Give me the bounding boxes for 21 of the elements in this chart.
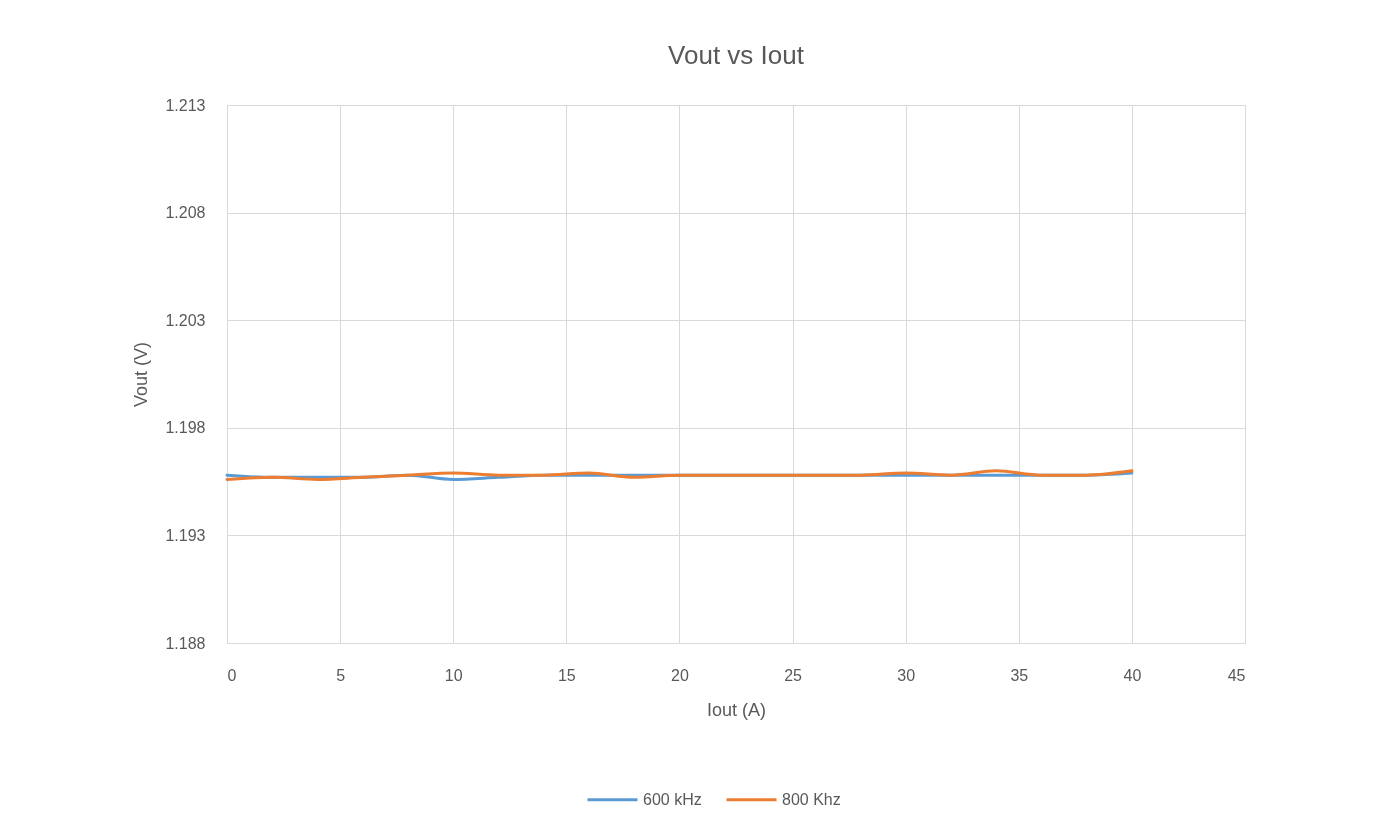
x-tick-label: 0 [227, 666, 237, 684]
y-tick-label: 1.208 [165, 204, 206, 222]
x-tick-label: 20 [671, 666, 689, 684]
chart-title: Vout vs Iout [668, 40, 805, 70]
y-tick-label: 1.188 [165, 634, 206, 652]
x-tick-label: 45 [1227, 666, 1246, 684]
y-tick-label: 1.198 [165, 419, 206, 437]
x-tick-label: 35 [1010, 666, 1029, 684]
y-axis-title: Vout (V) [131, 341, 152, 408]
x-tick-label: 10 [444, 666, 463, 684]
x-tick-label: 15 [557, 666, 576, 684]
x-tick-label: 25 [784, 666, 803, 684]
x-tick-label: 30 [897, 666, 916, 684]
y-tick-label: 1.203 [165, 311, 206, 329]
legend-label: 800 Khz [782, 790, 841, 808]
x-tick-label: 40 [1123, 666, 1142, 684]
legend-label: 600 kHz [643, 790, 702, 808]
x-tick-label: 5 [336, 666, 346, 684]
y-tick-label: 1.193 [165, 526, 206, 544]
x-axis-title: Iout (A) [706, 699, 767, 720]
y-tick-label: 1.213 [165, 96, 206, 114]
